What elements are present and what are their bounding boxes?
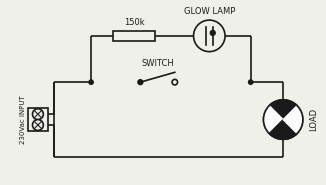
Circle shape <box>172 79 178 85</box>
Circle shape <box>33 109 43 120</box>
Circle shape <box>248 80 253 84</box>
Polygon shape <box>263 106 283 134</box>
Text: LOAD: LOAD <box>309 108 318 131</box>
Text: 230Vac INPUT: 230Vac INPUT <box>20 95 26 144</box>
Circle shape <box>263 100 303 139</box>
Polygon shape <box>283 106 303 134</box>
Text: GLOW LAMP: GLOW LAMP <box>184 7 235 16</box>
Circle shape <box>194 20 225 52</box>
Bar <box>113 31 155 41</box>
Bar <box>28 108 48 131</box>
Circle shape <box>210 31 215 35</box>
Circle shape <box>33 120 43 130</box>
Circle shape <box>138 80 143 85</box>
Text: SWITCH: SWITCH <box>141 59 174 68</box>
Circle shape <box>89 80 93 84</box>
Text: 150k: 150k <box>124 18 144 27</box>
Polygon shape <box>269 120 297 139</box>
Polygon shape <box>269 100 297 120</box>
